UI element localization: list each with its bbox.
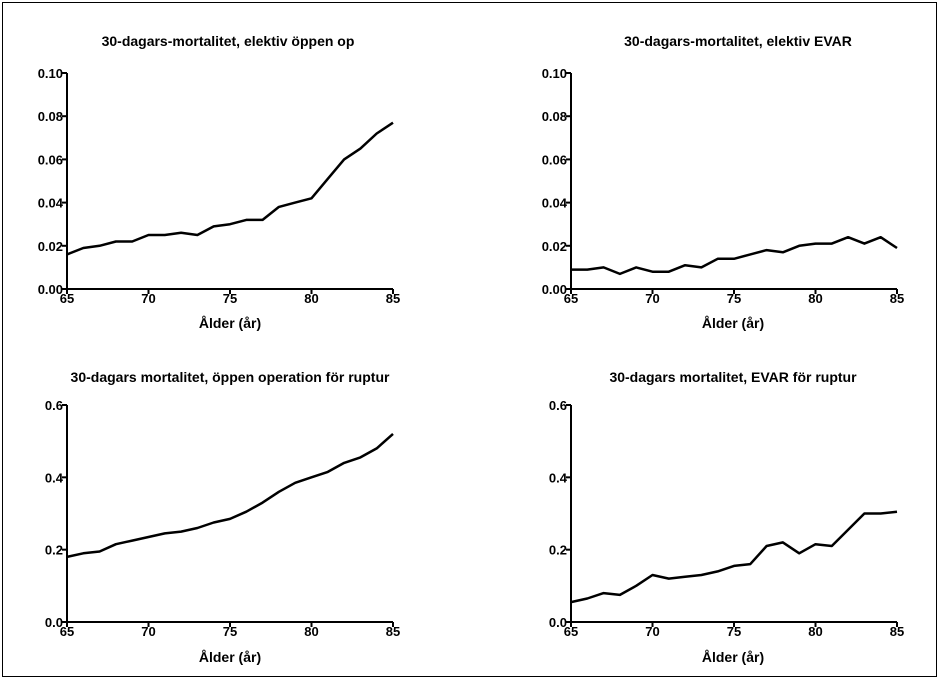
chart-panel-1: 30-dagars-mortalitet, elektiv öppen op Å… (38, 33, 401, 331)
x-tick-label: 85 (386, 624, 400, 639)
series-line (66, 432, 394, 559)
y-tick-label: 0.08 (38, 109, 63, 124)
y-tick-label: 0.00 (542, 282, 567, 297)
chart-title: 30-dagars-mortalitet, elektiv EVAR (624, 33, 852, 49)
y-tick-label: 0.10 (542, 66, 567, 81)
x-tick-label: 65 (564, 291, 578, 306)
y-tick-label: 0.04 (542, 196, 568, 211)
x-axis-label: Ålder (år) (199, 315, 261, 331)
x-tick-label: 85 (890, 291, 904, 306)
x-tick-label: 80 (808, 291, 822, 306)
x-tick-label: 70 (141, 624, 155, 639)
x-axis-label: Ålder (år) (702, 315, 764, 331)
y-tick-label: 0.02 (38, 239, 63, 254)
series-line (571, 235, 898, 276)
y-tick-label: 0.2 (45, 543, 63, 558)
x-axis-label: Ålder (år) (199, 649, 261, 665)
x-tick-label: 80 (808, 624, 822, 639)
chart-panel-3: 30-dagars mortalitet, öppen operation fö… (45, 369, 400, 665)
series-line (570, 510, 898, 604)
series-line (66, 121, 394, 256)
x-tick-label: 70 (645, 624, 659, 639)
x-tick-label: 65 (60, 624, 74, 639)
x-tick-label: 65 (60, 291, 74, 306)
x-tick-label: 80 (304, 291, 318, 306)
y-tick-label: 0.0 (45, 615, 63, 630)
x-tick-label: 75 (223, 624, 237, 639)
chart-title: 30-dagars mortalitet, öppen operation fö… (71, 369, 390, 385)
x-tick-label: 85 (890, 624, 904, 639)
x-tick-label: 75 (727, 624, 741, 639)
x-axis-label: Ålder (år) (702, 649, 764, 665)
y-tick-label: 0.6 (549, 398, 567, 413)
y-tick-label: 0.02 (542, 239, 567, 254)
chart-panel-2: 30-dagars-mortalitet, elektiv EVAR Ålder… (542, 33, 905, 331)
x-tick-label: 75 (223, 291, 237, 306)
chart-title: 30-dagars-mortalitet, elektiv öppen op (102, 33, 355, 49)
x-tick-label: 70 (141, 291, 155, 306)
y-tick-label: 0.6 (45, 398, 63, 413)
x-tick-label: 80 (304, 624, 318, 639)
y-tick-label: 0.4 (45, 470, 64, 485)
y-tick-label: 0.00 (38, 282, 63, 297)
x-tick-label: 70 (645, 291, 659, 306)
y-tick-label: 0.0 (549, 615, 567, 630)
y-tick-label: 0.10 (38, 66, 63, 81)
x-tick-label: 85 (386, 291, 400, 306)
chart-title: 30-dagars mortalitet, EVAR för ruptur (609, 369, 857, 385)
y-tick-label: 0.4 (549, 470, 568, 485)
x-tick-label: 75 (727, 291, 741, 306)
chart-panel-4: 30-dagars mortalitet, EVAR för ruptur Ål… (549, 369, 904, 665)
y-tick-label: 0.2 (549, 543, 567, 558)
y-tick-label: 0.06 (38, 152, 63, 167)
x-tick-label: 65 (564, 624, 578, 639)
y-tick-label: 0.08 (542, 109, 567, 124)
y-tick-label: 0.04 (38, 196, 64, 211)
y-tick-label: 0.06 (542, 152, 567, 167)
